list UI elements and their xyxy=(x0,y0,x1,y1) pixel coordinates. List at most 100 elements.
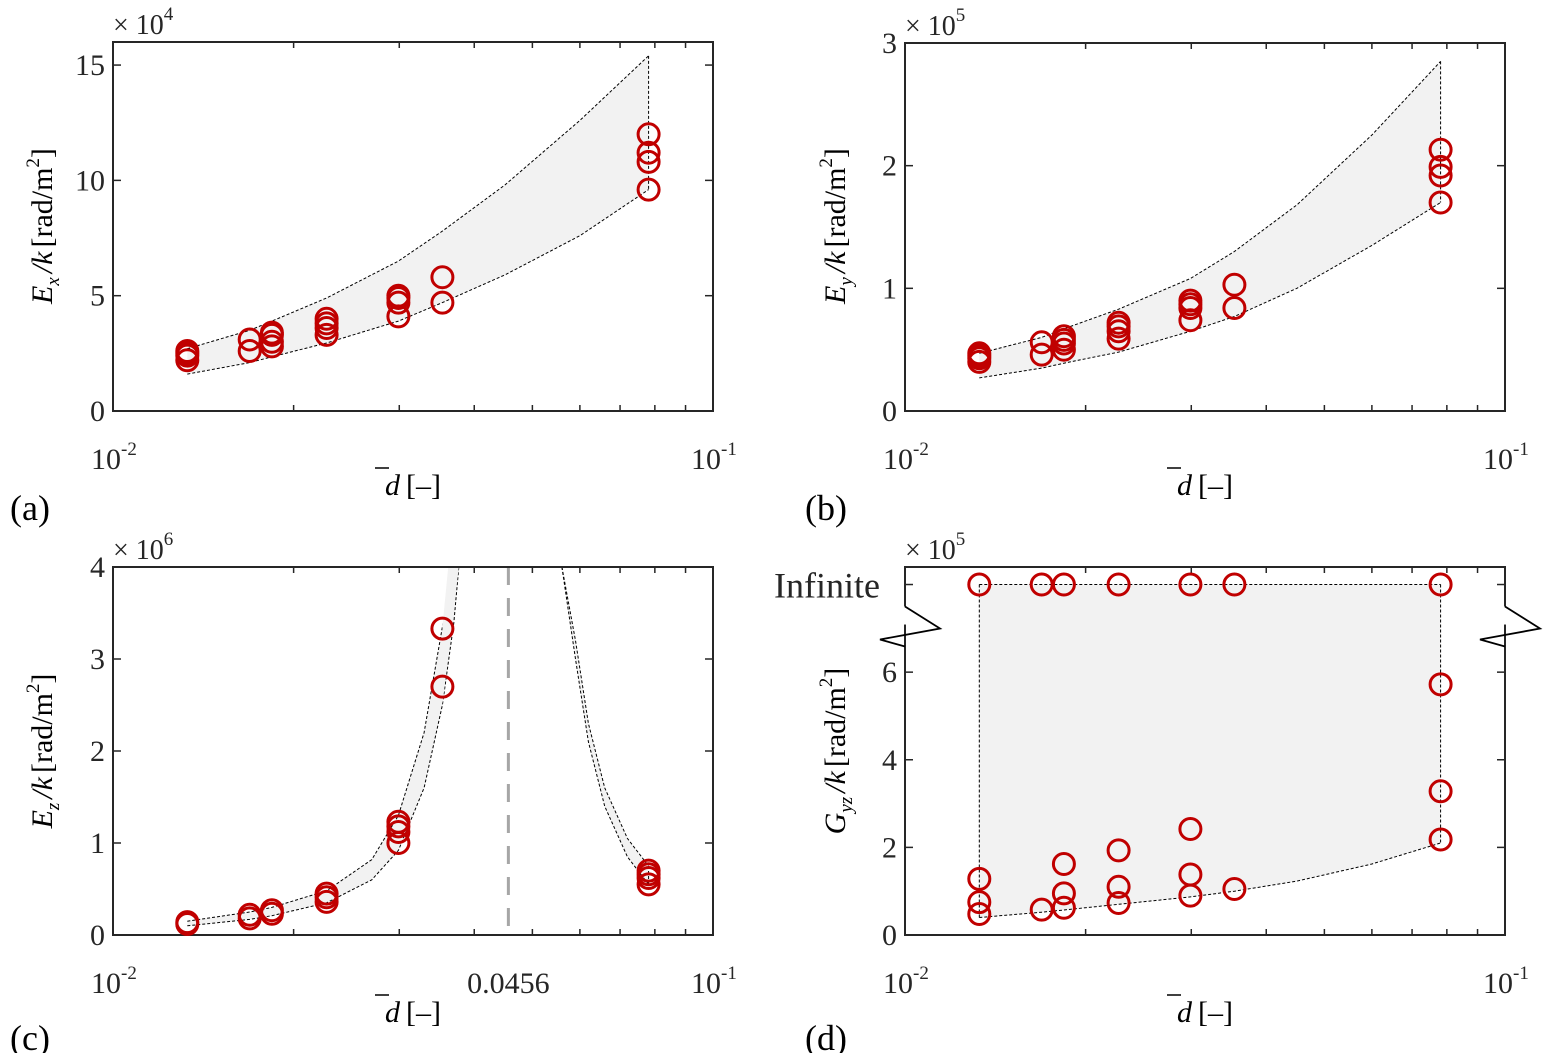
multiplier-base: × 10 xyxy=(113,10,164,41)
axis-break-gap-right xyxy=(1502,606,1508,625)
y-label-unit-sup: 2 xyxy=(816,678,837,688)
data-point-data xyxy=(430,616,455,641)
x-tick-exp: -2 xyxy=(913,439,929,460)
y-multiplier: × 106 xyxy=(113,529,173,566)
y-label-unit-end: ] xyxy=(26,674,59,684)
y-axis-label: Ey/k [rad/m2] xyxy=(816,148,857,305)
y-tick-label: 0 xyxy=(90,919,105,952)
prediction-band xyxy=(979,61,1441,378)
multiplier-base: × 10 xyxy=(905,535,956,566)
x-label-unit: [–] xyxy=(406,469,441,502)
y-label-unit: [rad/m xyxy=(819,687,852,767)
band-right-inner xyxy=(561,566,649,885)
data-point-infinite xyxy=(1428,572,1453,597)
data-point-finite xyxy=(1428,827,1453,852)
x-tick-label: 10-2 xyxy=(91,439,137,476)
y-label-subscript: yz xyxy=(836,796,857,814)
y-axis-label: Ex/k [rad/m2] xyxy=(23,148,64,305)
x-tick-base: 10 xyxy=(883,967,913,1000)
y-axis-label: Gyz/k [rad/m2] xyxy=(816,668,857,835)
data-point-data xyxy=(1428,137,1453,162)
data-point-finite xyxy=(967,866,992,891)
x-tick-base: 10 xyxy=(1483,967,1513,1000)
data-point-data xyxy=(314,881,339,906)
y-label-unit-end: ] xyxy=(819,148,852,158)
data-point-finite xyxy=(1222,877,1247,901)
y-tick-label: 4 xyxy=(882,744,897,777)
y-label-rest: /k xyxy=(26,251,59,275)
data-point-data xyxy=(1051,337,1076,362)
y-tick-label: 0 xyxy=(882,919,897,952)
x-tick-base: 10 xyxy=(1483,443,1513,476)
y-tick-label: 10 xyxy=(75,164,105,197)
data-point-data xyxy=(1106,326,1131,351)
data-point-data xyxy=(1222,296,1247,320)
x-tick-label: 10-1 xyxy=(691,439,737,476)
y-tick-label: 2 xyxy=(882,831,897,864)
x-label-symbol: d xyxy=(385,996,401,1029)
infinite-label: Infinite xyxy=(774,566,880,606)
x-label-unit: [–] xyxy=(1198,469,1233,502)
x-tick-label: 10-2 xyxy=(883,439,929,476)
data-point-data xyxy=(430,265,455,290)
y-label-subscript: z xyxy=(43,802,64,811)
prediction-band xyxy=(979,584,1441,918)
y-label-symbol: E xyxy=(26,286,59,305)
y-label-symbol: E xyxy=(819,286,852,305)
x-tick-exp: -1 xyxy=(721,439,737,460)
axis-break-right xyxy=(1479,605,1543,648)
data-point-data xyxy=(259,898,284,923)
y-label-unit-end: ] xyxy=(26,148,59,158)
axes-box xyxy=(904,566,1506,936)
data-point-data xyxy=(636,140,661,165)
data-point-data xyxy=(237,339,262,363)
y-label-rest: /k xyxy=(819,770,852,794)
y-label-symbol: E xyxy=(26,810,59,829)
data-point-data xyxy=(314,322,339,347)
asymptote-label: 0.0456 xyxy=(467,967,550,1000)
band-left-outer xyxy=(187,566,460,922)
data-point-data xyxy=(259,329,284,354)
y-label-unit-sup: 2 xyxy=(23,684,44,694)
data-point-data xyxy=(636,872,661,897)
data-point-data xyxy=(1428,154,1453,179)
y-multiplier: × 105 xyxy=(905,529,965,566)
data-point-finite xyxy=(1178,817,1203,841)
data-point-data xyxy=(967,341,992,366)
y-label-unit: [rad/m xyxy=(819,168,852,248)
y-label-rest: /k xyxy=(819,251,852,275)
data-point-data xyxy=(1428,190,1453,215)
x-axis-label: d [–] xyxy=(1177,469,1233,502)
band-left-top xyxy=(442,567,459,705)
x-label-unit: [–] xyxy=(406,996,441,1029)
x-tick-base: 10 xyxy=(91,443,121,476)
x-tick-label: 10-2 xyxy=(91,963,137,1000)
data-point-data xyxy=(1178,288,1203,313)
data-point-data xyxy=(636,858,661,883)
y-tick-label: 1 xyxy=(882,272,897,305)
x-tick-exp: -2 xyxy=(121,439,137,460)
y-tick-label: 5 xyxy=(90,280,105,313)
data-point-finite xyxy=(1051,895,1076,920)
band-upper-bound xyxy=(187,55,649,350)
data-point-infinite xyxy=(967,572,992,597)
axis-break-gap-left xyxy=(902,606,908,625)
y-tick-label: 2 xyxy=(90,735,105,768)
data-point-finite xyxy=(967,902,992,926)
x-tick-exp: -1 xyxy=(1513,963,1529,984)
panel-label: (a) xyxy=(10,488,50,528)
multiplier-exp: 5 xyxy=(956,529,966,550)
x-tick-exp: -1 xyxy=(1513,439,1529,460)
x-tick-label: 10-2 xyxy=(883,963,929,1000)
data-point-data xyxy=(636,177,661,202)
x-tick-exp: -2 xyxy=(913,963,929,984)
data-point-data xyxy=(636,122,661,147)
y-tick-label: 3 xyxy=(90,643,105,676)
data-point-data xyxy=(175,339,200,363)
y-axis-label: Ez/k [rad/m2] xyxy=(23,674,64,830)
y-tick-label: 4 xyxy=(90,551,105,584)
axes-box xyxy=(112,41,714,412)
